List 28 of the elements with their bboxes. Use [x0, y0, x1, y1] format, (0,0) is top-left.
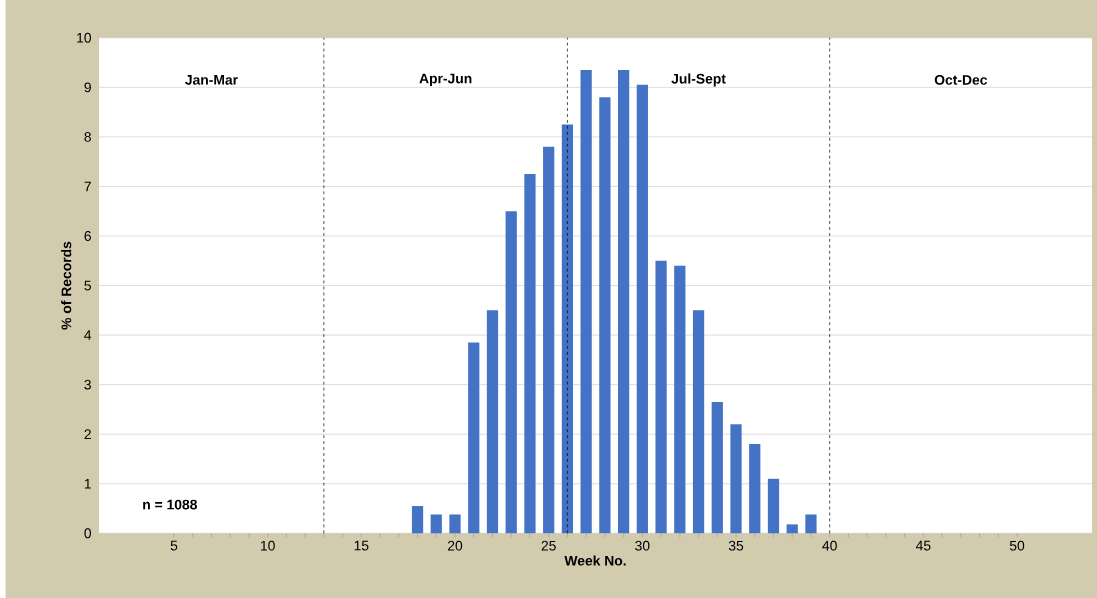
y-tick-label: 9	[84, 82, 91, 93]
y-tick-label: 2	[84, 429, 91, 440]
annotation: Jan-Mar	[185, 75, 238, 85]
y-tick-label: 10	[77, 32, 92, 43]
x-tick-label: 25	[541, 540, 556, 551]
y-tick-label: 5	[84, 280, 91, 291]
y-tick-label: 1	[84, 478, 91, 489]
x-tick-label: 5	[170, 540, 178, 551]
x-tick-label: 40	[822, 540, 837, 551]
x-tick-label: 45	[915, 540, 931, 551]
x-tick-label: 50	[1009, 540, 1025, 551]
x-axis-title: Week No.	[564, 555, 626, 566]
y-tick-label: 6	[84, 231, 91, 241]
x-tick-label: 35	[728, 540, 744, 551]
x-tick-label: 10	[261, 540, 275, 551]
y-axis-title: % of Records	[61, 241, 72, 330]
annotation: Apr-Jun	[419, 73, 472, 87]
annotation: Oct-Dec	[934, 75, 988, 85]
annotation: n = 1088	[143, 499, 197, 510]
x-tick-label: 30	[635, 540, 650, 551]
y-tick-label: 3	[84, 379, 91, 390]
y-tick-label: 0	[84, 528, 92, 539]
x-tick-label: 20	[447, 540, 463, 551]
y-tick-label: 8	[84, 131, 91, 142]
annotation: Jul-Sept	[671, 73, 726, 87]
y-tick-label: 7	[84, 181, 91, 192]
x-tick-label: 15	[354, 540, 369, 551]
y-tick-label: 4	[84, 330, 92, 340]
